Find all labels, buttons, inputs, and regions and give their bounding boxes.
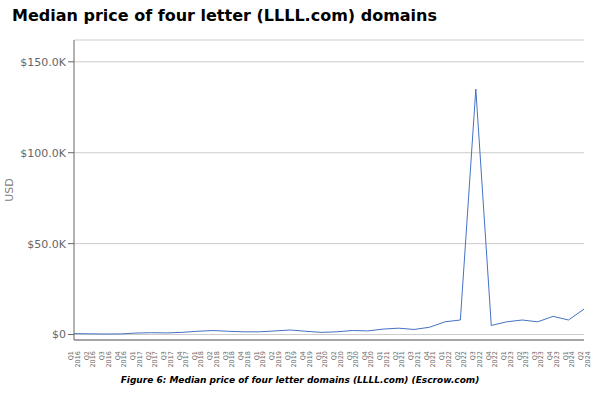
svg-text:Q32021: Q32021 [407,351,422,368]
svg-text:Q22024: Q22024 [577,351,592,368]
svg-text:$0: $0 [52,328,66,341]
svg-text:$100.0K: $100.0K [20,147,66,160]
svg-text:Q12017: Q12017 [129,351,144,368]
html-text:Figure 6: Median price of four: Figure 6: Median price of four letter do… [120,375,480,385]
svg-text:Q32016: Q32016 [98,351,113,368]
svg-text:Q22019: Q22019 [268,351,283,368]
svg-text:Q22018: Q22018 [206,351,221,368]
svg-text:Q42017: Q42017 [176,351,191,368]
svg-text:Q32017: Q32017 [160,351,175,368]
svg-text:Q32019: Q32019 [284,351,299,368]
svg-text:Q42022: Q42022 [485,351,500,368]
svg-text:Q22023: Q22023 [516,351,531,368]
svg-text:$150.0K: $150.0K [20,56,66,69]
svg-text:Q42018: Q42018 [237,351,252,368]
svg-text:Q32018: Q32018 [222,351,237,368]
svg-text:USD: USD [8,178,16,202]
svg-text:Q32023: Q32023 [531,351,546,368]
svg-text:Q22020: Q22020 [330,351,345,368]
html-text:Median price of four letter (L: Median price of four letter (LLLL.com) d… [12,6,437,25]
svg-text:Q12020: Q12020 [315,351,330,368]
svg-text:Q42020: Q42020 [361,351,376,368]
svg-text:Q12024: Q12024 [562,351,577,368]
svg-text:Q12019: Q12019 [253,351,268,368]
svg-text:Q22017: Q22017 [145,351,160,368]
svg-text:$50.0K: $50.0K [27,238,66,251]
svg-text:Q12018: Q12018 [191,351,206,368]
svg-text:Q32022: Q32022 [469,351,484,368]
svg-text:Q12021: Q12021 [376,351,391,368]
svg-text:Q42023: Q42023 [546,351,561,368]
svg-text:Q12023: Q12023 [500,351,515,368]
svg-text:Q32020: Q32020 [346,351,361,368]
svg-text:Q22021: Q22021 [392,351,407,368]
svg-text:Q42016: Q42016 [114,351,129,368]
svg-text:Q12016: Q12016 [67,351,82,368]
svg-text:Q22022: Q22022 [454,351,469,368]
svg-text:Q42019: Q42019 [299,351,314,368]
svg-text:Q22016: Q22016 [83,351,98,368]
svg-text:Q12022: Q12022 [438,351,453,368]
svg-text:Q42021: Q42021 [423,351,438,368]
